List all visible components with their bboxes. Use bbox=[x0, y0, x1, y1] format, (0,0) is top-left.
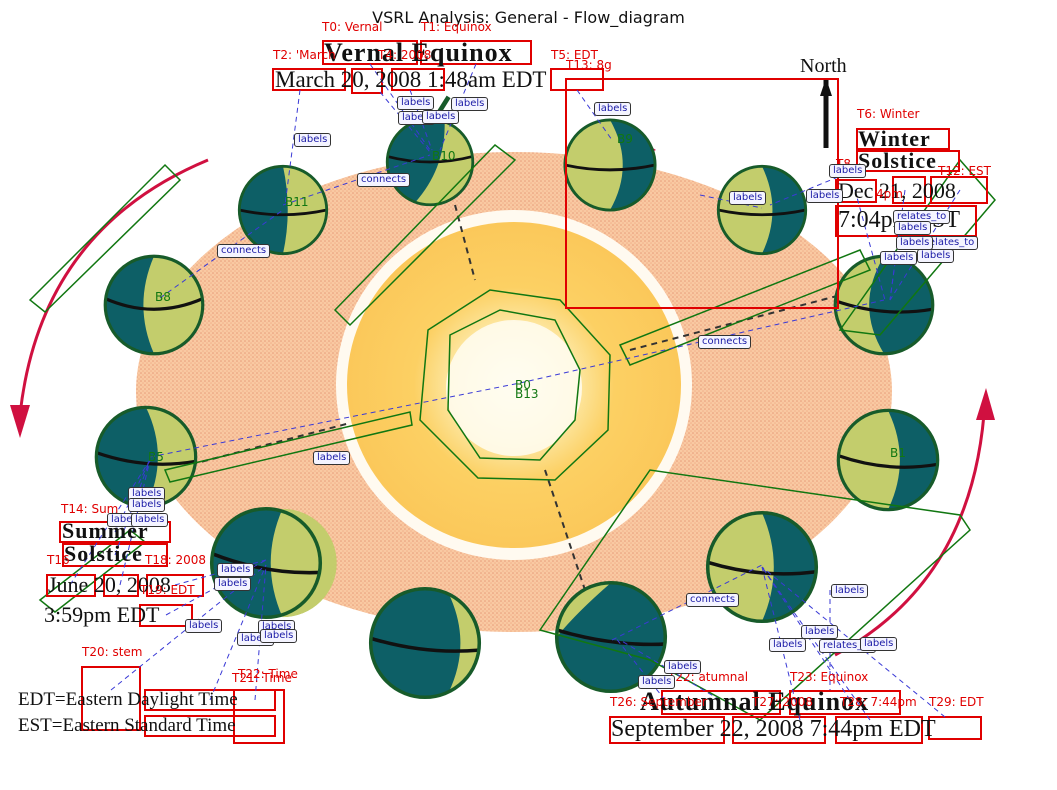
annotation-t18: T18: 2008 bbox=[145, 553, 206, 567]
winter-title-1: Winter bbox=[858, 126, 931, 151]
relation-label: labels bbox=[801, 625, 839, 639]
annotation-t13: T13: 8g bbox=[566, 58, 612, 72]
relation-label: labels bbox=[880, 251, 918, 265]
annotation-t26: T26: September bbox=[610, 695, 707, 709]
arrow-head-right bbox=[976, 388, 995, 420]
relation-label: labels bbox=[397, 96, 435, 110]
autumnal-title: Autumnal Equinox bbox=[640, 687, 870, 716]
text-boxes bbox=[46, 40, 988, 744]
earth-b1 bbox=[836, 408, 940, 512]
relation-label: labels bbox=[294, 133, 332, 147]
relation-label-connects: connects bbox=[357, 173, 411, 187]
vernal-title: Vernal Equinox bbox=[324, 38, 513, 67]
relation-label: labels bbox=[451, 97, 489, 111]
earth-winter bbox=[833, 254, 935, 356]
annotation-t19: T19: EDT bbox=[140, 583, 195, 597]
annotation-t14: T14: Sum bbox=[61, 502, 119, 516]
arrow-head-left bbox=[10, 405, 30, 438]
annotation-4pm: 4pm bbox=[876, 187, 903, 201]
annotation-t20: T20: stem bbox=[82, 645, 143, 659]
blob-id-b1: B1 bbox=[890, 446, 906, 460]
annotation-t21: T21: Time bbox=[232, 671, 292, 685]
relation-label: labels bbox=[422, 110, 460, 124]
vernal-date: March 20, 2008 1:48am EDT bbox=[275, 67, 547, 92]
blob-id-b9: B9 bbox=[617, 132, 633, 146]
winter-date: Dec 21, 2008 bbox=[838, 178, 956, 203]
annotation-t29: T29: EDT bbox=[929, 695, 984, 709]
earth-b11 bbox=[237, 164, 329, 256]
blob-id-b10: B10 bbox=[432, 149, 456, 163]
autumnal-date: September 22, 2008 7:44pm EDT bbox=[611, 716, 936, 742]
legend-est: EST=Eastern Standard Time bbox=[18, 715, 236, 736]
earth-b9 bbox=[563, 118, 657, 212]
relation-label: labels bbox=[894, 221, 932, 235]
annotation-t22-atumnal: T22: atumnal bbox=[668, 670, 749, 684]
compass-label: North bbox=[800, 55, 847, 77]
summer-title-2: Solstice bbox=[64, 541, 143, 566]
annotation-t1: T1: Equinox bbox=[421, 20, 492, 34]
relation-label: labels bbox=[313, 451, 351, 465]
relation-label: labels bbox=[860, 637, 898, 651]
earth-autumnal bbox=[554, 580, 668, 694]
page-title: VSRL Analysis: General - Flow_diagram bbox=[372, 8, 685, 27]
relation-label: labels bbox=[638, 675, 676, 689]
relation-label: labels bbox=[829, 164, 867, 178]
relation-label: labels bbox=[131, 513, 169, 527]
earth-b-right-top bbox=[716, 164, 808, 256]
earth-b8 bbox=[103, 254, 205, 356]
relation-label-connects: connects bbox=[698, 335, 752, 349]
annotation-t22-time: T22: Time bbox=[238, 667, 298, 681]
annotation-t12: T12: EST bbox=[938, 164, 991, 178]
blob-id-b11: B11 bbox=[285, 195, 309, 209]
annotation-t6: T6: Winter bbox=[857, 107, 920, 121]
relation-label: labels bbox=[729, 191, 767, 205]
legend-edt: EDT=Eastern Daylight Time bbox=[18, 689, 238, 710]
blob-id-b5: B5 bbox=[148, 450, 164, 464]
annotation-t4: T4: 2008 bbox=[378, 48, 432, 62]
sun-core bbox=[446, 320, 582, 456]
relation-label: labels bbox=[217, 563, 255, 577]
annotation-t2: T2: 'March bbox=[273, 48, 336, 62]
summer-date: June 20, 2008 bbox=[48, 572, 171, 597]
annotation-t28: T28: 7:44pm bbox=[840, 695, 917, 709]
north-arrow-icon bbox=[820, 78, 832, 148]
relation-label: labels bbox=[214, 577, 252, 591]
relation-label: labels bbox=[260, 629, 298, 643]
blob-id-b8: B8 bbox=[155, 290, 171, 304]
annotation-t27: T27: 2008 bbox=[752, 695, 813, 709]
relation-label-connects: connects bbox=[686, 593, 740, 607]
blob-id-b13: B13 bbox=[515, 387, 539, 401]
relation-label: labels bbox=[664, 660, 702, 674]
relation-label: labels bbox=[806, 189, 844, 203]
annotation-t23: T23: Equinox bbox=[790, 670, 869, 684]
relation-label: labels bbox=[594, 102, 632, 116]
relation-label: labels bbox=[128, 498, 166, 512]
annotation-t0: T0: Vernal bbox=[322, 20, 383, 34]
winter-title-2: Solstice bbox=[858, 148, 937, 173]
relation-label: labels bbox=[896, 236, 934, 250]
blob-id-b0: B0 bbox=[515, 378, 531, 392]
relation-label: labels bbox=[185, 619, 223, 633]
relation-label: labels bbox=[769, 638, 807, 652]
summer-time: 3:59pm EDT bbox=[44, 602, 160, 627]
annotation-t5: T5: EDT bbox=[551, 48, 598, 62]
annotation-t16: T16 bbox=[47, 553, 70, 567]
relation-label: labels bbox=[831, 584, 869, 598]
relation-label-connects: connects bbox=[217, 244, 271, 258]
earth-b-bottom-left bbox=[368, 586, 482, 700]
relation-label: labels bbox=[917, 249, 955, 263]
